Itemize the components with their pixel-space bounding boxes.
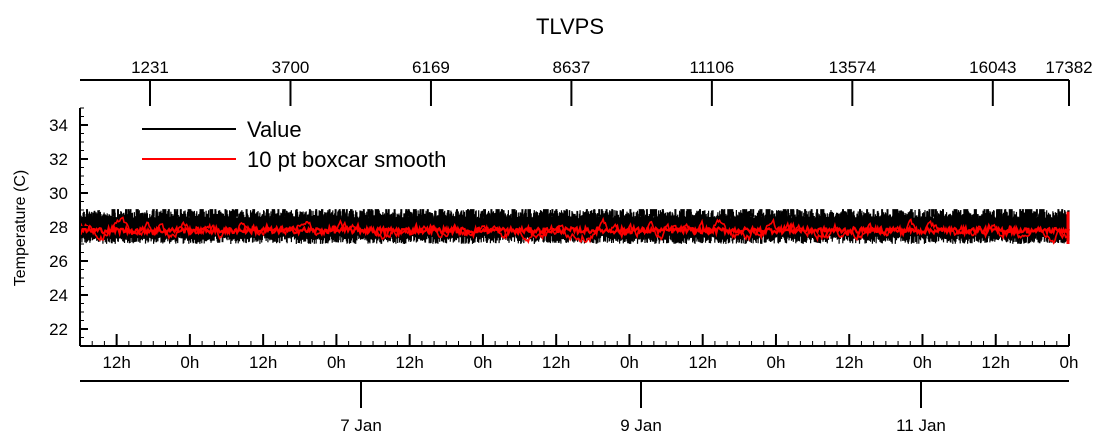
hour-tick-label: 0h xyxy=(473,353,492,372)
top-axis-tick-label: 8637 xyxy=(552,58,590,77)
y-tick-label: 24 xyxy=(49,286,68,305)
left-axis: 22 24 26 28 30 32 34 xyxy=(49,107,88,347)
series-value-spikes xyxy=(86,209,1064,217)
day-tick-label: 11 Jan xyxy=(896,416,946,435)
bottom-axis: 12h 0h 12h 0h 12h 0h 12h 0h 12h 0h 12h 0h 12h 0h xyxy=(79,334,1079,372)
top-axis-tick-label: 3700 xyxy=(272,58,310,77)
hour-tick-label: 12h xyxy=(102,353,130,372)
top-axis-tick-label: 13574 xyxy=(829,58,876,77)
y-tick-label: 28 xyxy=(49,218,68,237)
y-tick-label: 22 xyxy=(49,320,68,339)
plot-area xyxy=(78,209,1071,245)
legend-label: Value xyxy=(247,117,302,142)
legend: Value 10 pt boxcar smooth xyxy=(142,117,446,172)
series-smooth-core xyxy=(78,223,1071,238)
top-axis-tick-label: 17382 xyxy=(1045,58,1092,77)
hour-tick-label: 12h xyxy=(542,353,570,372)
day-tick-label: 7 Jan xyxy=(340,416,382,435)
top-axis-tick-label: 11106 xyxy=(690,58,735,77)
hour-tick-label: 12h xyxy=(249,353,277,372)
top-axis: 1231 3700 6169 8637 11106 13574 16043 17382 xyxy=(80,58,1093,106)
hour-tick-label: 12h xyxy=(395,353,423,372)
legend-label: 10 pt boxcar smooth xyxy=(247,147,446,172)
hour-tick-label: 0h xyxy=(767,353,786,372)
hour-tick-label: 12h xyxy=(982,353,1010,372)
hour-tick-label: 12h xyxy=(835,353,863,372)
hour-tick-label: 0h xyxy=(1060,353,1079,372)
y-axis-label: Temperature (C) xyxy=(12,170,29,286)
hour-tick-label: 0h xyxy=(913,353,932,372)
top-axis-tick-label: 1231 xyxy=(131,58,169,77)
y-tick-label: 34 xyxy=(49,116,68,135)
y-tick-label: 32 xyxy=(49,150,68,169)
day-tick-label: 9 Jan xyxy=(620,416,662,435)
hour-tick-label: 0h xyxy=(620,353,639,372)
day-axis: 7 Jan 9 Jan 11 Jan xyxy=(80,380,1069,435)
top-axis-tick-label: 16043 xyxy=(969,58,1016,77)
hour-tick-label: 0h xyxy=(180,353,199,372)
hour-tick-label: 0h xyxy=(327,353,346,372)
top-axis-tick-label: 6169 xyxy=(412,58,450,77)
chart-title: TLVPS xyxy=(536,14,604,39)
hour-tick-label: 12h xyxy=(689,353,717,372)
y-tick-label: 26 xyxy=(49,252,68,271)
y-tick-label: 30 xyxy=(49,184,68,203)
